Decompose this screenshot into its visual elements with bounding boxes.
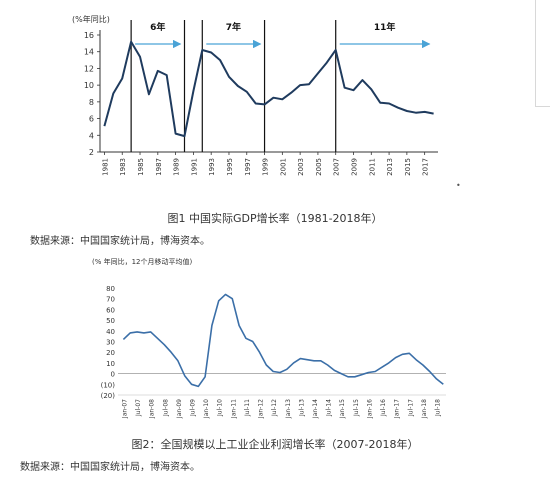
x-tick-label: Jul-12 xyxy=(271,399,278,417)
y-unit-label: (%年同比) xyxy=(72,14,110,24)
x-tick-label: 1985 xyxy=(137,158,145,176)
x-tick-label: Jan-09 xyxy=(176,399,183,419)
x-tick-label: Jan-17 xyxy=(394,399,401,419)
figure2-source: 数据来源：中国国家统计局，博海资本。 xyxy=(20,462,200,473)
y-tick-label: 80 xyxy=(106,285,115,293)
y-tick-label: 30 xyxy=(106,339,115,347)
y-tick-label: 16 xyxy=(84,31,94,40)
x-tick-label: Jul-17 xyxy=(407,399,414,417)
x-tick-label: Jan-16 xyxy=(366,399,373,419)
y-tick-label: 8 xyxy=(89,98,94,107)
x-tick-label: 2001 xyxy=(279,158,287,176)
figure1-caption: 图1 中国实际GDP增长率（1981-2018年） xyxy=(167,212,383,225)
x-tick-label: 2011 xyxy=(368,158,376,176)
x-tick-label: 1999 xyxy=(262,158,270,176)
x-tick-label: Jan-14 xyxy=(312,399,319,419)
figure2-caption: 图2：全国规模以上工业企业利润增长率（2007-2018年） xyxy=(131,438,419,451)
x-tick-label: Jan-08 xyxy=(149,399,156,419)
x-tick-label: Jul-11 xyxy=(244,399,251,417)
y-tick-label: (10) xyxy=(101,381,116,389)
cycle-length-label: 7年 xyxy=(226,21,241,33)
y-tick-label: 12 xyxy=(84,64,94,73)
x-tick-label: 2005 xyxy=(315,158,323,176)
y-unit-label: (% 年同比，12个月移动平均值) xyxy=(92,257,193,266)
cycle-length-label: 11年 xyxy=(374,21,396,33)
y-tick-label: 2 xyxy=(89,148,94,157)
x-tick-label: Jul-15 xyxy=(353,399,360,417)
x-tick-label: 2013 xyxy=(386,158,394,176)
y-tick-label: 10 xyxy=(84,81,94,90)
y-tick-label: 4 xyxy=(89,131,94,140)
y-tick-label: 50 xyxy=(106,317,115,325)
x-tick-label: 2003 xyxy=(297,158,305,176)
x-tick-label: Jan-15 xyxy=(339,399,346,419)
gdp-growth-line xyxy=(103,40,434,138)
x-tick-label: Jul-10 xyxy=(217,399,224,417)
x-tick-label: Jan-18 xyxy=(421,399,428,419)
x-tick-label: 1981 xyxy=(101,158,109,176)
x-tick-label: 1983 xyxy=(119,158,127,176)
x-tick-label: Jul-16 xyxy=(380,399,387,417)
x-tick-label: Jan-07 xyxy=(121,399,128,419)
x-tick-label: 2007 xyxy=(333,158,341,176)
x-tick-label: 2009 xyxy=(351,158,359,176)
x-tick-label: Jul-18 xyxy=(434,399,441,417)
x-tick-label: 1997 xyxy=(244,158,252,176)
x-tick-label: Jul-09 xyxy=(189,399,196,417)
y-tick-label: 6 xyxy=(89,115,94,124)
industrial-profit-chart: (% 年同比，12个月移动平均值) (20) (10) 0 10 20 30 40 50 60 70… xyxy=(92,257,446,419)
x-tick-label: 1995 xyxy=(226,158,234,176)
y-tick-label: 70 xyxy=(106,296,115,304)
y-tick-label: (20) xyxy=(101,392,116,400)
x-tick-label: 2015 xyxy=(404,158,412,176)
x-tick-label: Jul-13 xyxy=(298,399,305,417)
x-tick-label: Jan-11 xyxy=(230,399,237,419)
y-tick-label: 20 xyxy=(106,349,115,357)
dot-mark: • xyxy=(456,181,461,190)
profit-growth-line xyxy=(122,293,444,388)
y-tick-label: 40 xyxy=(106,328,115,336)
x-tick-label: 1989 xyxy=(173,158,181,176)
x-tick-label: Jan-10 xyxy=(203,399,210,419)
cycle-length-label: 6年 xyxy=(150,21,165,33)
x-tick-label: Jul-08 xyxy=(162,399,169,417)
x-tick-label: Jan-12 xyxy=(258,399,265,419)
x-tick-label: 1993 xyxy=(208,158,216,176)
x-tick-label: 1987 xyxy=(155,158,163,176)
x-tick-label: Jul-14 xyxy=(326,399,333,417)
x-tick-label: 2017 xyxy=(422,158,430,176)
figure1-source: 数据来源：中国国家统计局，博海资本。 xyxy=(30,236,210,247)
x-tick-label: Jan-13 xyxy=(285,399,292,419)
gdp-growth-chart: (%年同比) 2 4 6 8 10 12 14 16 1981 1983 1985 1987 1989 19… xyxy=(72,14,461,190)
x-tick-label: Jul-07 xyxy=(135,399,142,417)
y-tick-label: 10 xyxy=(106,360,115,368)
y-tick-label: 14 xyxy=(84,48,94,57)
scrollbar-edge xyxy=(535,0,550,107)
y-tick-label: 60 xyxy=(106,306,115,314)
x-tick-label: 1991 xyxy=(190,158,198,176)
y-tick-label: 0 xyxy=(111,371,115,379)
